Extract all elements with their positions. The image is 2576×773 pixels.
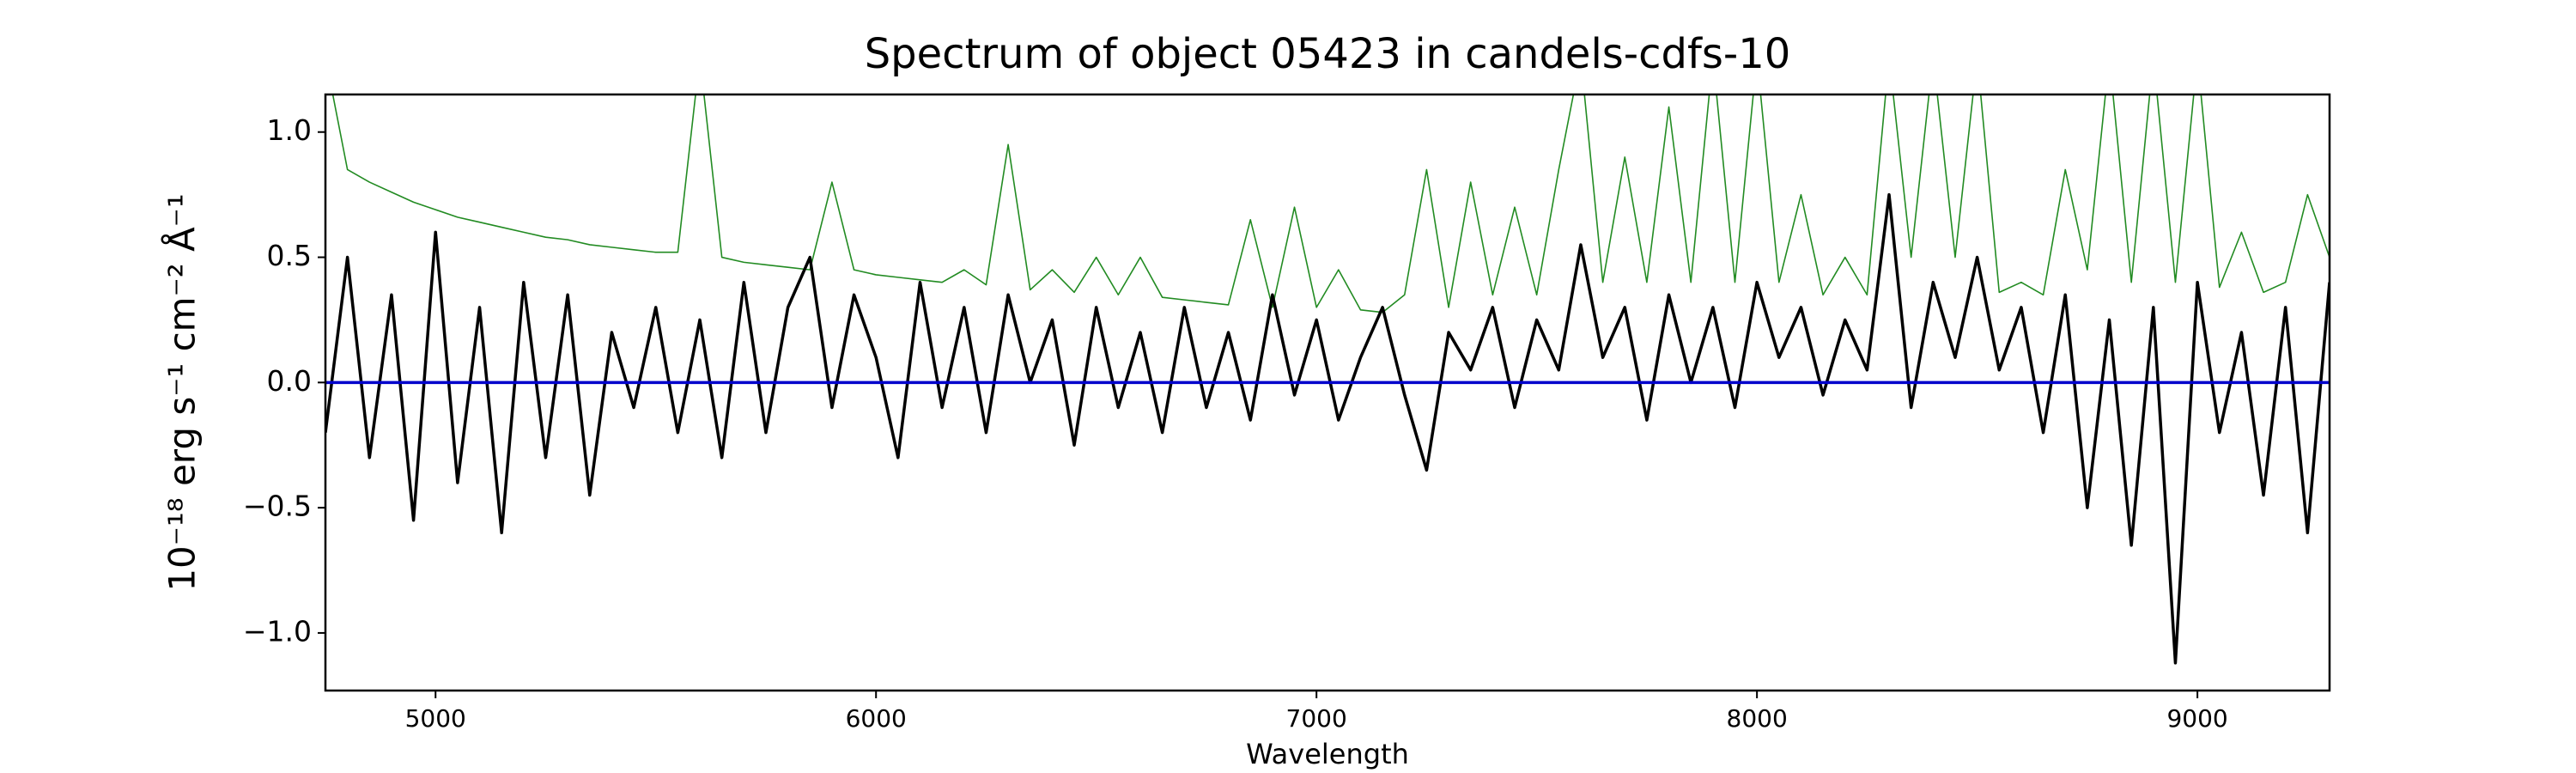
x-tick-label: 5000 <box>405 704 466 733</box>
y-tick-label: −0.5 <box>243 490 312 523</box>
x-tick-label: 9000 <box>2166 704 2227 733</box>
plot-area <box>325 94 2330 665</box>
x-axis-label: Wavelength <box>1246 738 1409 770</box>
x-tick-label: 7000 <box>1286 704 1347 733</box>
x-tick-label: 6000 <box>846 704 907 733</box>
spectrum-line <box>331 94 2330 313</box>
x-tick-label: 8000 <box>1727 704 1788 733</box>
y-tick-label: −1.0 <box>243 614 312 648</box>
y-tick-label: 0.0 <box>267 364 312 398</box>
y-axis-label: 10⁻¹⁸ erg s⁻¹ cm⁻² Å⁻¹ <box>161 193 204 591</box>
spectrum-line <box>325 192 2330 665</box>
y-tick-label: 1.0 <box>267 113 312 147</box>
plot-frame <box>324 93 2331 692</box>
y-tick-label: 0.5 <box>267 239 312 272</box>
chart-title: Spectrum of object 05423 in candels-cdfs… <box>865 30 1791 78</box>
